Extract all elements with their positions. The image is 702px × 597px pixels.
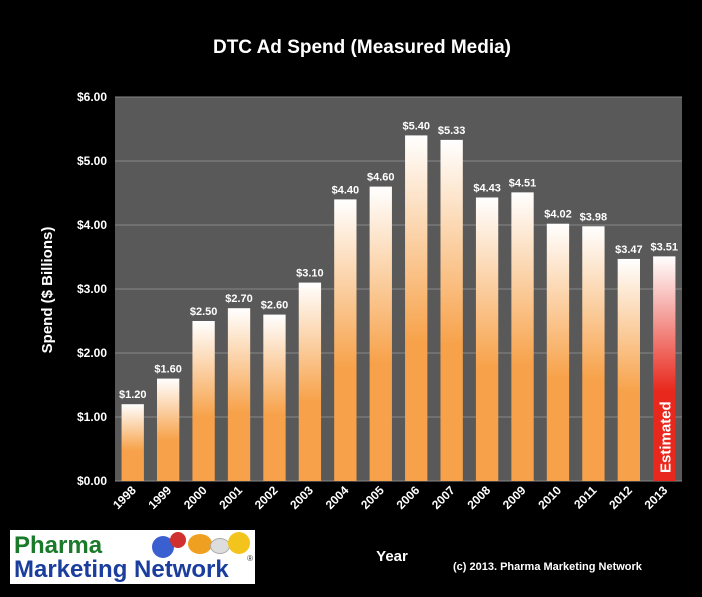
data-label-2000: $2.50	[190, 306, 218, 318]
bar-2007	[440, 139, 463, 481]
x-tick-label: 2007	[429, 483, 458, 512]
y-tick-label: $2.00	[77, 346, 107, 360]
logo-line1: Pharma	[14, 532, 103, 559]
x-tick-label: 2012	[606, 483, 635, 512]
bar-2009	[511, 192, 534, 482]
registered-mark: ®	[247, 554, 253, 563]
y-axis-label: Spend ($ Billions)	[39, 227, 56, 354]
data-label-2002: $2.60	[261, 300, 289, 312]
pill-orange-icon	[188, 534, 212, 554]
pill-white-icon	[210, 538, 230, 554]
bar-2003	[298, 282, 322, 481]
bar-1999	[156, 378, 180, 481]
x-tick-label: 2000	[181, 483, 210, 512]
bar-2010	[546, 223, 570, 481]
bar-2004	[334, 199, 357, 481]
data-label-2013: $3.51	[651, 241, 679, 253]
data-label-1999: $1.60	[154, 364, 182, 376]
data-label-2001: $2.70	[225, 293, 253, 305]
y-tick-label: $1.00	[77, 410, 107, 424]
bar-2002	[263, 314, 286, 481]
logo-line2: Marketing Network	[14, 556, 229, 583]
data-label-2009: $4.51	[509, 177, 537, 189]
bar-2008	[475, 197, 499, 482]
data-label-1998: $1.20	[119, 389, 147, 401]
chart-title: DTC Ad Spend (Measured Media)	[213, 37, 511, 58]
x-tick-label: 2010	[535, 483, 564, 512]
bar-2012	[617, 258, 641, 481]
data-label-2011: $3.98	[580, 211, 608, 223]
copyright-text: (c) 2013. Pharma Marketing Network	[453, 561, 642, 573]
y-tick-label: $6.00	[77, 90, 107, 104]
x-tick-label: 1999	[145, 483, 174, 512]
bar-1998	[121, 404, 144, 481]
data-label-2010: $4.02	[544, 209, 572, 221]
x-tick-label: 2003	[287, 483, 316, 512]
data-label-2003: $3.10	[296, 268, 324, 280]
y-tick-label: $0.00	[77, 474, 107, 488]
x-tick-label: 2005	[358, 483, 387, 512]
pharma-marketing-network-logo: Pharma Marketing Network ®	[10, 530, 255, 584]
x-tick-label: 2001	[216, 483, 245, 512]
x-tick-label: 2011	[571, 483, 600, 512]
bar-2005	[369, 186, 392, 481]
data-label-2006: $5.40	[402, 120, 430, 132]
data-label-2005: $4.60	[367, 172, 395, 184]
data-label-2004: $4.40	[332, 184, 360, 196]
x-tick-label: 2004	[323, 483, 352, 512]
pill-blue-icon	[152, 536, 174, 558]
pill-red-icon	[170, 532, 186, 548]
x-tick-label: 2006	[394, 483, 423, 512]
x-tick-label: 1998	[110, 483, 139, 512]
bar-2001	[227, 308, 251, 481]
x-tick-label: 2008	[464, 483, 493, 512]
bar-2006	[405, 135, 428, 481]
bar-2000	[192, 321, 215, 481]
x-tick-label: 2013	[642, 483, 671, 512]
estimated-label: Estimated	[657, 401, 674, 473]
x-axis-label: Year	[376, 548, 408, 565]
bar-2011	[582, 226, 605, 481]
data-label-2008: $4.43	[473, 182, 501, 194]
bar-2013	[653, 256, 676, 481]
data-label-2012: $3.47	[615, 244, 643, 256]
x-tick-label: 2009	[500, 483, 529, 512]
data-label-2007: $5.33	[438, 125, 466, 137]
x-tick-label: 2002	[252, 483, 281, 512]
y-tick-label: $3.00	[77, 282, 107, 296]
y-tick-label: $5.00	[77, 154, 107, 168]
y-tick-label: $4.00	[77, 218, 107, 232]
pill-yellow-icon	[228, 532, 250, 554]
